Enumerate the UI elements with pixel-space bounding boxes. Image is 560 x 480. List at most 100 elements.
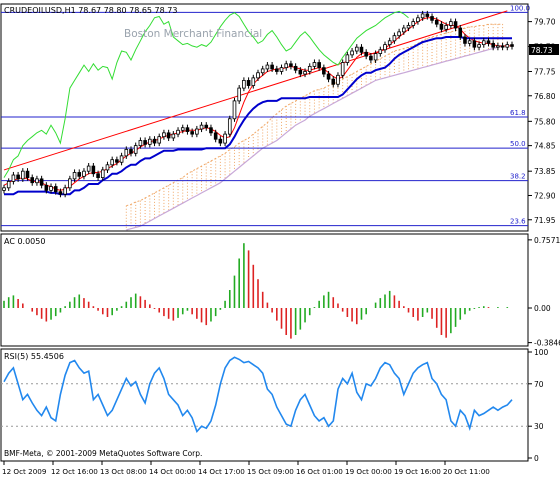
candle-body — [298, 69, 303, 75]
candle-body — [434, 19, 439, 25]
price-tick-label: 73.85 — [534, 167, 556, 176]
rsi-tick-label: 0 — [534, 454, 539, 463]
kijun-sen — [4, 36, 512, 196]
trend-line-layer — [3, 10, 508, 171]
candle-body — [227, 118, 232, 135]
candle-body — [2, 187, 6, 191]
candle-body — [491, 42, 495, 48]
chikou-span-layer — [3, 10, 409, 178]
candle-body — [77, 172, 82, 177]
candle-body — [416, 17, 420, 23]
candle-body — [439, 23, 444, 30]
current-price-tag — [529, 44, 559, 55]
candle-body — [242, 80, 246, 89]
candle-body — [223, 133, 227, 144]
candle-body — [481, 40, 486, 46]
rsi-title: RSI(5) 55.4506 — [4, 352, 64, 361]
candle-body — [16, 174, 20, 180]
price-tick-label: 79.70 — [534, 18, 556, 27]
candle-body — [406, 25, 411, 29]
candle-body — [510, 44, 514, 47]
candle-body — [148, 138, 152, 145]
candle-body — [303, 71, 307, 75]
current-price-label: 78.73 — [531, 46, 553, 55]
candle-body — [185, 127, 190, 132]
candle-body — [115, 159, 119, 163]
time-tick-label: 12 Oct 2009 — [2, 467, 47, 476]
price-tick-label: 72.90 — [534, 191, 556, 200]
candle-body — [265, 64, 270, 70]
time-tick-label: 20 Oct 11:00 — [443, 467, 490, 476]
candle-body — [486, 40, 491, 44]
fib-level-label: 61.8 — [510, 109, 526, 117]
candle-body — [53, 186, 58, 193]
kijun-layer — [4, 36, 512, 196]
candle-body — [270, 64, 274, 70]
rsi-line-layer — [3, 356, 513, 434]
price-pane: 100.0 61.8 50.0 38.2 23.6 CRUDEOILUSD,H1 78.… — [0, 3, 559, 232]
candle-body — [157, 136, 162, 144]
candle-body — [326, 73, 331, 80]
time-tick-label: 14 Oct 00:00 — [149, 467, 196, 476]
candle-body — [279, 67, 284, 72]
price-pane-frame — [0, 3, 529, 232]
candle-body — [218, 138, 223, 144]
ac-title: AC 0.0050 — [4, 237, 45, 246]
price-tick-label: 75.80 — [534, 117, 556, 126]
rsi-tick-label: 30 — [534, 422, 544, 431]
symbol-header: CRUDEOILUSD,H1 78.67 78.80 78.65 78.73 — [4, 6, 177, 15]
candle-body — [397, 31, 401, 37]
candle-body — [176, 129, 180, 135]
candle-body — [100, 169, 105, 178]
candle-body — [143, 140, 147, 145]
ac-tick-label: 0.7571 — [534, 236, 560, 245]
candle-body — [11, 174, 16, 182]
candle-body — [260, 68, 265, 74]
candle-body — [505, 44, 510, 48]
candle-body — [402, 27, 406, 33]
candle-body — [39, 178, 44, 186]
candle-body — [171, 133, 176, 139]
candle-body — [133, 145, 138, 154]
candle-body — [336, 74, 340, 85]
trend-line — [3, 10, 508, 171]
candle-body — [190, 131, 194, 135]
ac-tick-label: -0.3846 — [534, 339, 560, 348]
candle-body — [453, 21, 458, 29]
candle-body — [138, 140, 143, 147]
candle-body — [49, 186, 53, 191]
price-tick-label: 74.85 — [534, 142, 556, 151]
candle-body — [58, 191, 63, 195]
candle-body — [152, 138, 157, 144]
rsi-line — [3, 356, 513, 434]
candle-body — [237, 87, 241, 102]
ac-pane: AC 0.0050 0.7571 0.00 -0.3846 — [0, 233, 560, 348]
candle-body — [180, 127, 185, 131]
price-tick-label: 77.75 — [534, 67, 556, 76]
time-tick-label: 19 Oct 00:00 — [345, 467, 392, 476]
ichimoku-cloud — [125, 23, 504, 231]
candle-body — [364, 51, 368, 57]
candles — [2, 10, 514, 198]
candle-body — [119, 155, 124, 163]
candle-body — [63, 187, 67, 195]
candle-body — [284, 63, 289, 69]
candle-body — [458, 27, 463, 38]
fib-level-label: 38.2 — [510, 173, 526, 181]
candle-body — [331, 78, 336, 85]
candle-body — [420, 13, 425, 19]
ac-tick-label: 0.00 — [534, 304, 551, 313]
rsi-axis-ticks: 100 70 30 0 — [528, 348, 549, 463]
candle-body — [275, 68, 279, 72]
candle-body — [213, 132, 218, 140]
candle-body — [91, 165, 96, 175]
candle-body — [232, 100, 237, 120]
senkou-span-b — [126, 45, 503, 231]
candle-body — [44, 184, 49, 191]
candle-body — [110, 159, 114, 166]
candle-body — [345, 54, 350, 63]
candle-body — [256, 72, 260, 79]
candle-body — [411, 21, 416, 26]
